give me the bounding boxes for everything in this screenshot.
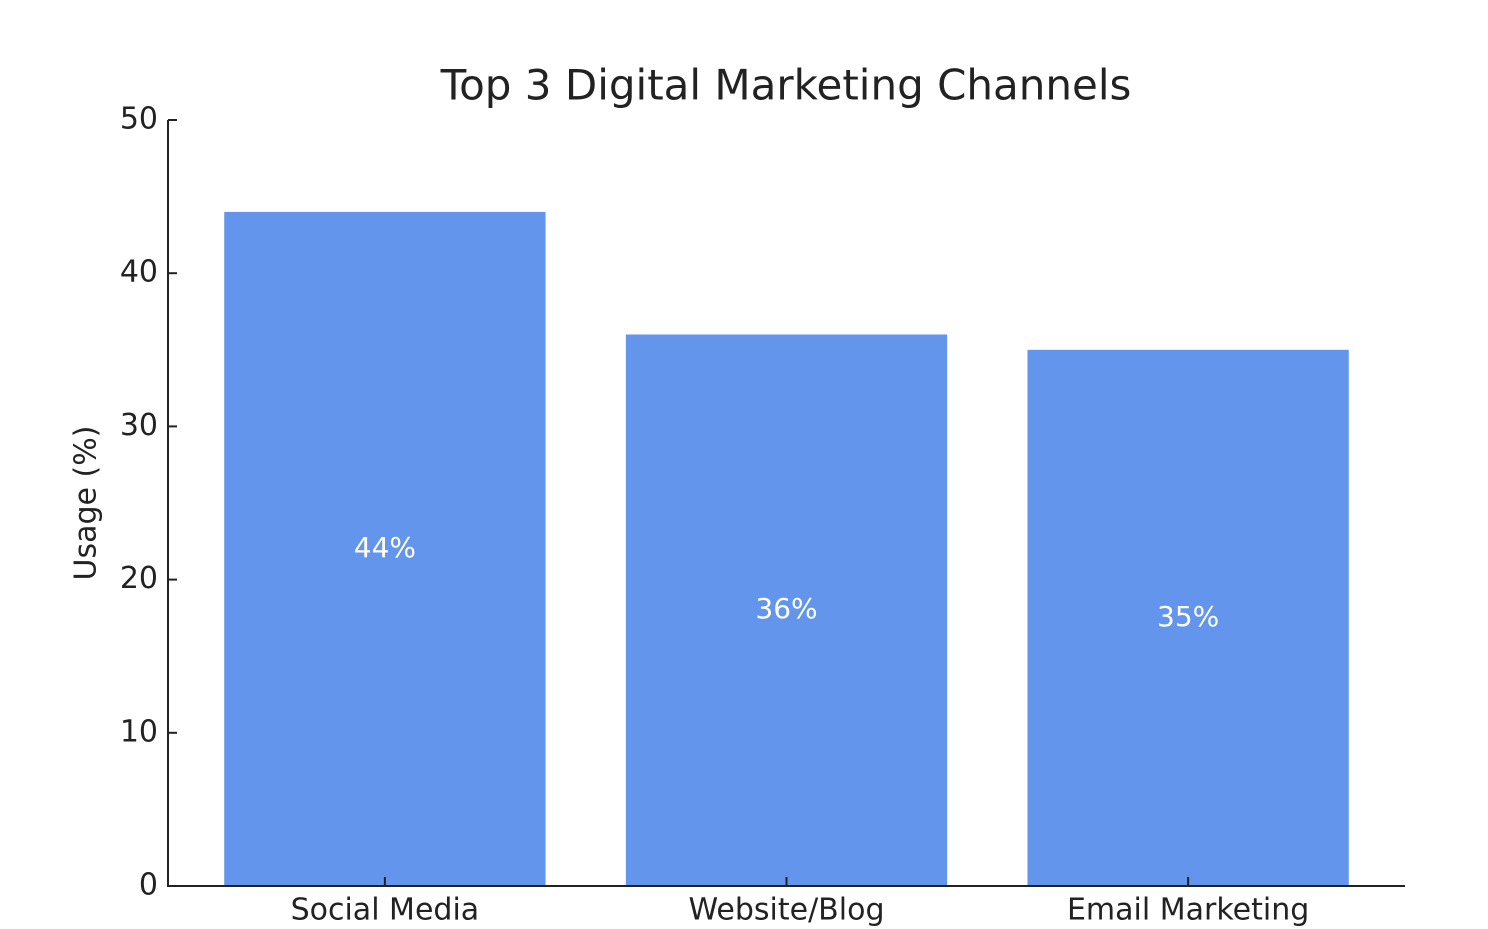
- value-label: 35%: [1157, 600, 1219, 633]
- chart-title: Top 3 Digital Marketing Channels: [440, 61, 1132, 110]
- y-tick-label: 50: [120, 102, 158, 137]
- y-tick-label: 40: [120, 255, 158, 290]
- x-tick-label: Email Marketing: [1067, 893, 1309, 928]
- bar: [224, 211, 546, 887]
- x-tick-label: Website/Blog: [688, 893, 884, 928]
- bar: [1027, 349, 1349, 886]
- x-tick-label: Social Media: [291, 893, 480, 928]
- bar: [625, 334, 948, 887]
- y-tick-label: 0: [139, 868, 158, 903]
- y-axis-label: Usage (%): [69, 426, 104, 581]
- y-tick-label: 20: [120, 561, 158, 596]
- value-label: 44%: [354, 531, 416, 564]
- y-tick-label: 10: [120, 714, 158, 749]
- y-tick-label: 30: [120, 408, 158, 443]
- value-label: 36%: [755, 592, 817, 625]
